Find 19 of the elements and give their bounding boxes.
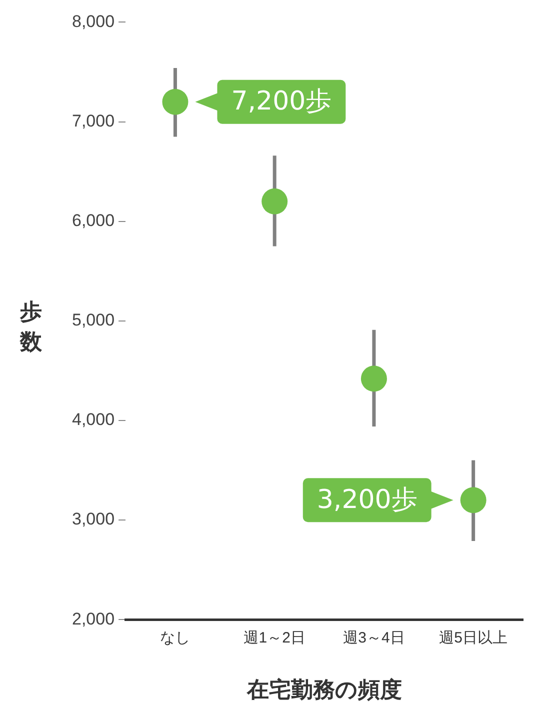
y-tick-label: 3,000 xyxy=(72,510,115,529)
annotation: 7,200歩 xyxy=(231,86,332,117)
x-tick-label: 週1～2日 xyxy=(244,630,306,647)
x-tick-label: 週3～4日 xyxy=(343,630,405,647)
y-tick-label: 4,000 xyxy=(72,410,115,430)
y-tick-label: 6,000 xyxy=(72,211,115,230)
point xyxy=(360,366,387,392)
y-tick-label: 7,000 xyxy=(72,111,115,130)
x-tick-label: 週5日以上 xyxy=(439,630,508,647)
x-tick-label: なし xyxy=(160,630,190,647)
annotation: 3,200歩 xyxy=(316,484,418,515)
y-tick-label: 5,000 xyxy=(72,310,115,330)
point xyxy=(162,88,188,115)
point xyxy=(262,188,288,214)
y-tick-label: 2,000 xyxy=(72,609,115,628)
x-axis-title: 在宅勤務の頻度 xyxy=(246,676,402,702)
y-tick-label: 8,000 xyxy=(72,12,115,31)
point xyxy=(460,487,486,514)
y-axis-title: 歩数 xyxy=(18,299,43,357)
